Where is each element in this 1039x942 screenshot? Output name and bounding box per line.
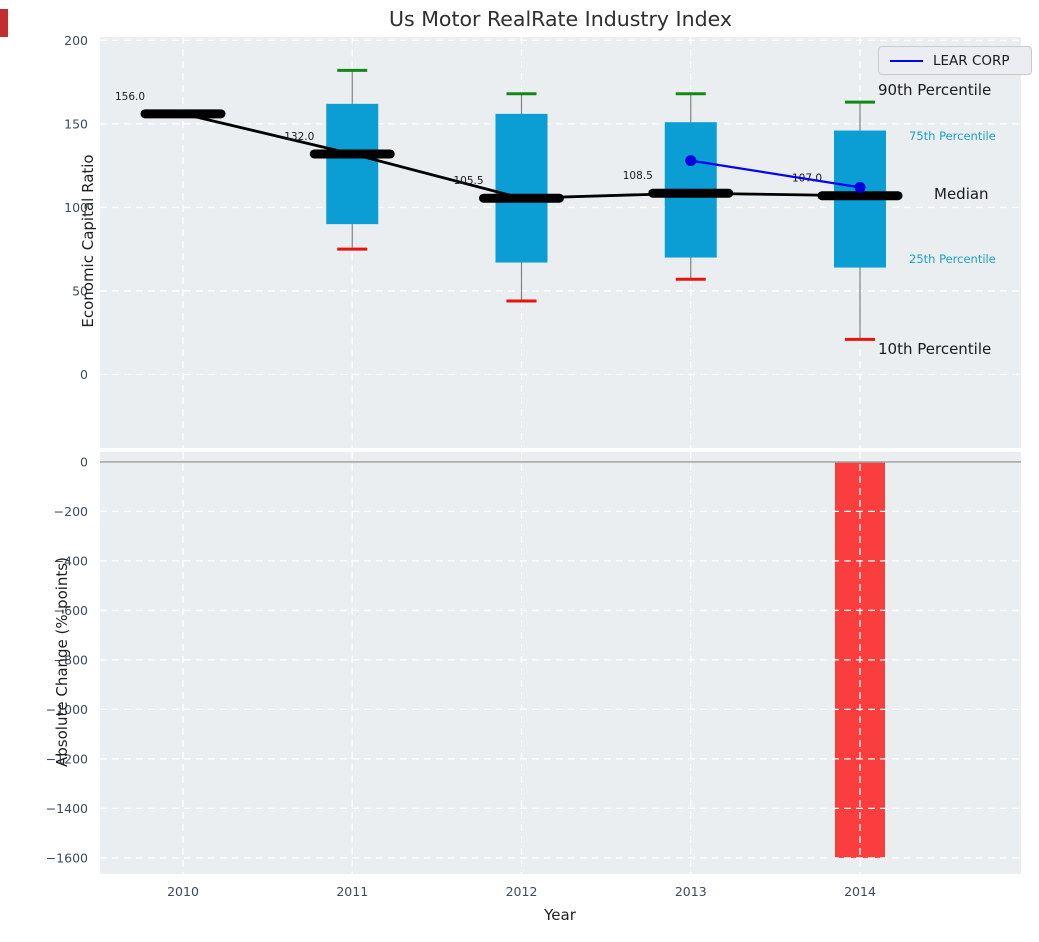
y-tick-label-bottom: −1000 (46, 702, 88, 717)
x-tick-label: 2014 (844, 884, 876, 899)
median-value-label-2011: 132.0 (284, 131, 314, 143)
corner-marker (0, 9, 8, 37)
y-tick-label-bottom: −600 (54, 603, 88, 618)
x-tick-label: 2012 (506, 884, 538, 899)
x-tick-label: 2011 (336, 884, 368, 899)
median-value-label-2013: 108.5 (623, 170, 653, 182)
box-2012 (495, 113, 548, 263)
lear-corp-line (690, 159, 861, 189)
annotation-75th-percentile: 75th Percentile (909, 129, 996, 143)
chart-title: Us Motor RealRate Industry Index (389, 7, 732, 31)
legend-label: LEAR CORP (933, 52, 1010, 69)
y-tick-label-top: 50 (72, 283, 88, 298)
lear-corp-point (685, 155, 697, 167)
y-tick-label-bottom: −200 (54, 504, 88, 519)
y-tick-label-top: 200 (64, 33, 88, 48)
y-tick-label-bottom: −1200 (46, 751, 88, 766)
y-tick-label-bottom: −800 (54, 652, 88, 667)
box-2011 (326, 103, 379, 225)
y-axis-label-bottom: Absolute Change (%-points) (53, 557, 71, 767)
annotation-25th-percentile: 25th Percentile (909, 252, 996, 266)
median-value-label-2010: 156.0 (115, 91, 145, 103)
lear-corp-point (854, 181, 866, 193)
annotation-median: Median (934, 185, 989, 203)
median-value-label-2012: 105.5 (454, 175, 484, 187)
y-tick-label-top: 150 (64, 116, 88, 131)
x-tick-label: 2013 (675, 884, 707, 899)
y-tick-label-bottom: −1400 (46, 801, 88, 816)
x-tick-label: 2010 (167, 884, 199, 899)
legend-line-icon (890, 59, 923, 62)
y-tick-label-top: 0 (80, 367, 88, 382)
legend: LEAR CORP (878, 46, 1032, 75)
annotation-10th-percentile: 10th Percentile (878, 340, 992, 358)
annotation-90th-percentile: 90th Percentile (878, 81, 992, 99)
y-axis-label-top: Economic Capital Ratio (79, 154, 97, 328)
y-tick-label-bottom: −1600 (46, 850, 88, 865)
y-tick-label-bottom: 0 (80, 454, 88, 469)
y-tick-label-bottom: −400 (54, 553, 88, 568)
x-axis-label: Year (544, 906, 576, 924)
y-tick-label-top: 100 (64, 200, 88, 215)
